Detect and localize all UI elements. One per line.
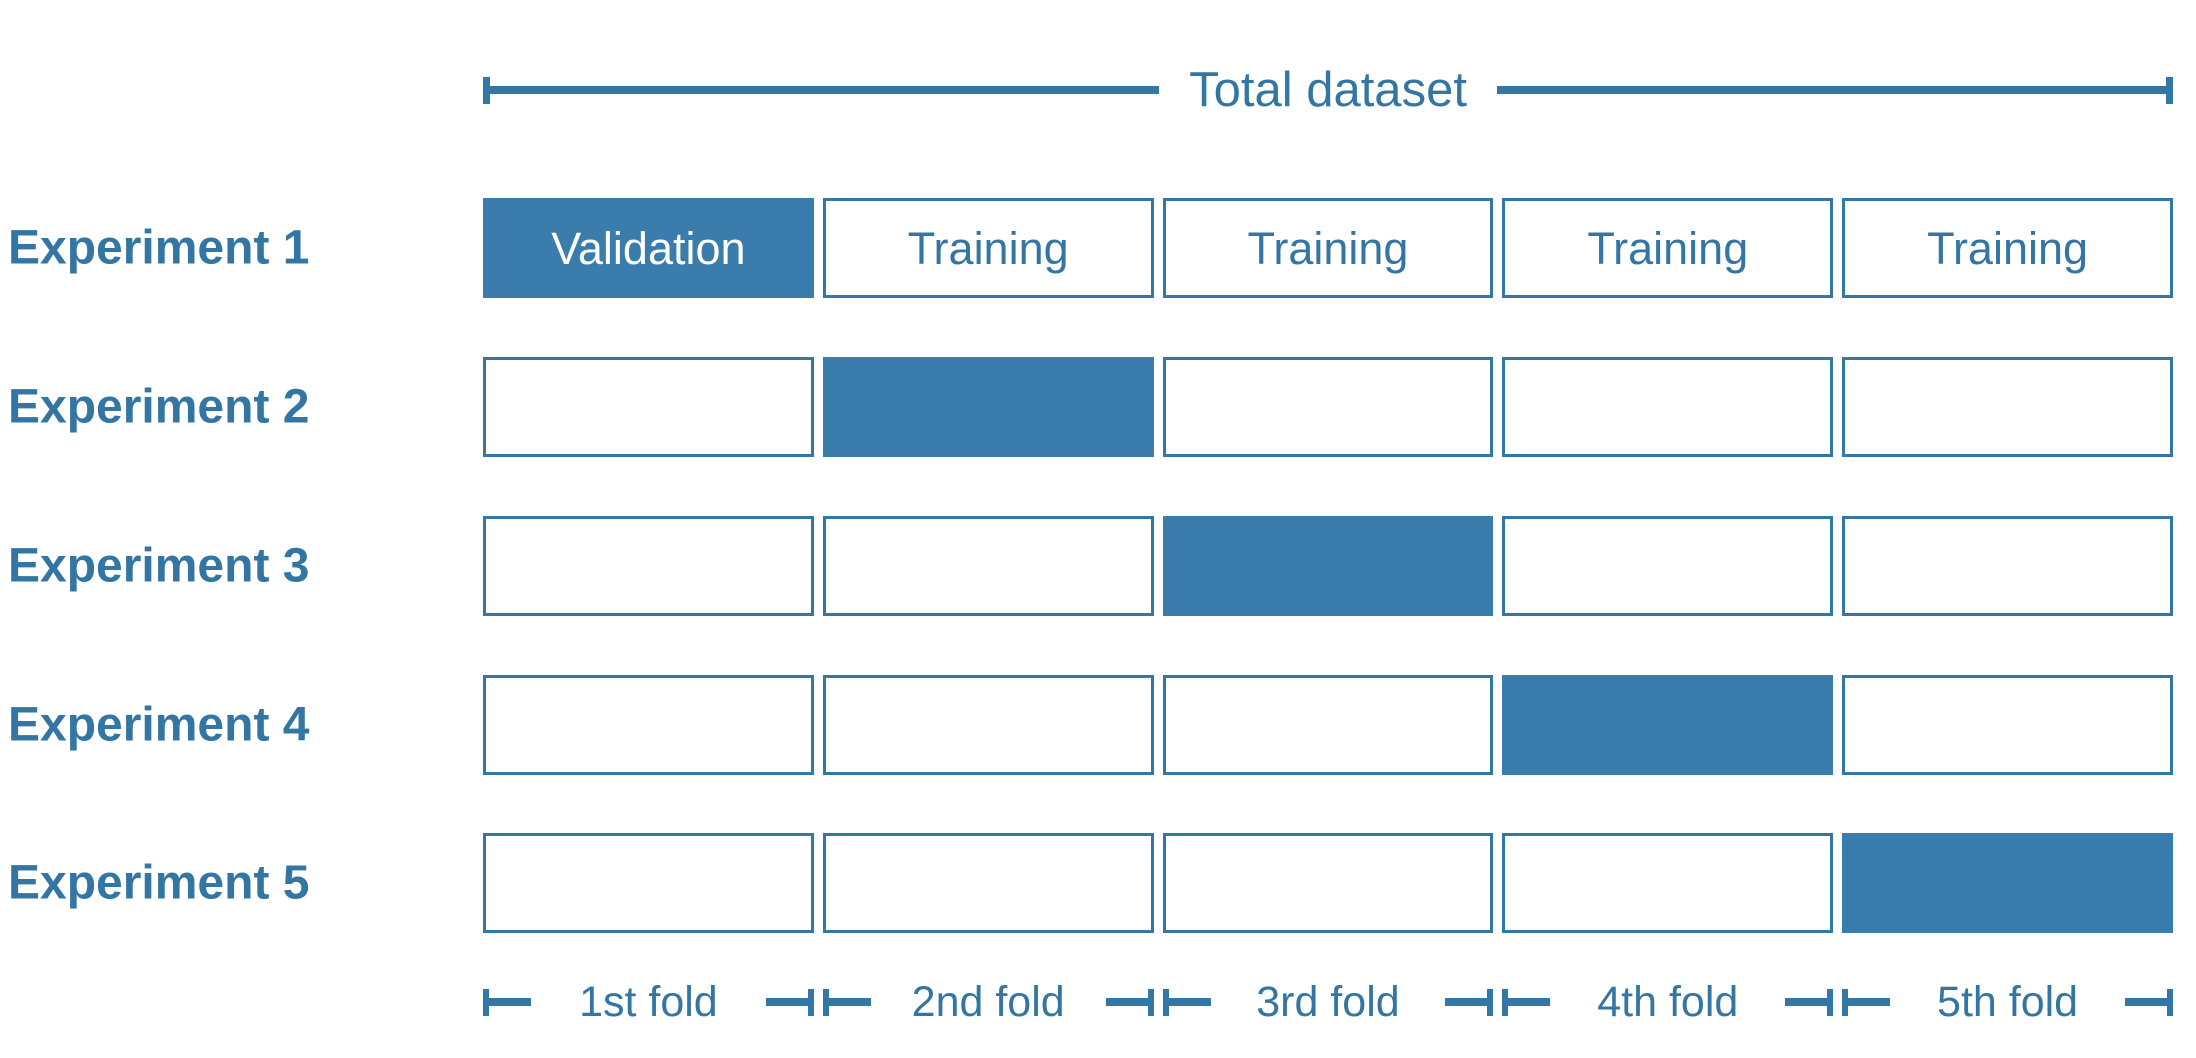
cell-exp1-fold5: Training [1842,198,2173,298]
fold-marker-2: 2nd fold [822,966,1154,1038]
cell-exp2-fold3 [1162,357,1494,457]
fold-left-tick [1848,998,1891,1006]
cell-exp5-fold1 [483,833,814,933]
experiment-3-cells [483,516,2173,616]
experiment-1-cells: Validation Training Training Training Tr… [483,198,2173,298]
cell-exp1-fold4: Training [1502,198,1834,298]
cell-label: Training [907,222,1069,274]
bracket-left-line [490,86,1160,94]
fold-left-tick [828,998,871,1006]
cell-exp1-fold3: Training [1162,198,1494,298]
experiment-row-3: Experiment 3 [0,516,2196,616]
fold-right-cap [1827,988,1834,1016]
fold-right-tick [765,998,808,1006]
cell-label: Validation [551,222,746,274]
cell-exp1-fold1: Validation [483,198,814,298]
fold-left-tick [1168,998,1211,1006]
bracket-right-line [1496,86,2167,94]
cell-exp2-fold2 [822,357,1154,457]
cell-exp5-fold5 [1842,833,2173,933]
cell-exp2-fold1 [483,357,814,457]
cell-exp4-fold1 [483,675,814,775]
cell-exp2-fold4 [1502,357,1834,457]
fold-left-cap [1842,988,1849,1016]
experiment-row-5: Experiment 5 [0,833,2196,933]
experiment-row-2: Experiment 2 [0,357,2196,457]
cell-label: Training [1927,222,2089,274]
fold-marker-4: 4th fold [1502,966,1834,1038]
cell-label: Training [1247,222,1409,274]
fold-1-label: 1st fold [579,977,718,1026]
cell-exp3-fold3 [1162,516,1494,616]
cell-exp4-fold4 [1502,675,1834,775]
fold-marker-3: 3rd fold [1162,966,1494,1038]
fold-right-cap [2166,988,2173,1016]
cell-exp1-fold2: Training [822,198,1154,298]
experiment-2-label: Experiment 2 [8,380,310,434]
fold-left-tick [1508,998,1551,1006]
fold-markers: 1st fold 2nd fold 3rd fold 4th fold 5th … [483,966,2173,1038]
experiment-5-cells [483,833,2173,933]
experiment-2-cells [483,357,2173,457]
fold-right-tick [1445,998,1488,1006]
cell-label: Training [1587,222,1749,274]
fold-left-cap [1502,988,1509,1016]
fold-4-label: 4th fold [1597,977,1739,1026]
cell-exp4-fold5 [1842,675,2173,775]
cell-exp3-fold1 [483,516,814,616]
total-dataset-bracket: Total dataset [483,62,2174,118]
total-dataset-label: Total dataset [1189,62,1467,117]
cell-exp3-fold4 [1502,516,1834,616]
experiment-4-cells [483,675,2173,775]
cell-exp3-fold2 [822,516,1154,616]
fold-5-label: 5th fold [1937,977,2079,1026]
cell-exp3-fold5 [1842,516,2173,616]
fold-right-cap [807,988,814,1016]
fold-left-cap [1162,988,1169,1016]
fold-right-cap [1487,988,1494,1016]
experiment-row-1: Experiment 1 Validation Training Trainin… [0,198,2196,298]
fold-right-tick [1785,998,1828,1006]
experiment-4-label: Experiment 4 [8,698,310,752]
fold-left-cap [822,988,829,1016]
cell-exp4-fold3 [1162,675,1494,775]
fold-left-cap [483,988,489,1016]
fold-right-cap [1147,988,1154,1016]
cell-exp5-fold4 [1502,833,1834,933]
fold-2-label: 2nd fold [911,977,1065,1026]
fold-marker-5: 5th fold [1842,966,2173,1038]
fold-right-tick [1105,998,1148,1006]
experiment-3-label: Experiment 3 [8,539,310,593]
cell-exp4-fold2 [822,675,1154,775]
cell-exp5-fold2 [822,833,1154,933]
experiment-5-label: Experiment 5 [8,856,310,910]
fold-right-tick [2124,998,2167,1006]
fold-left-tick [489,998,531,1006]
bracket-right-cap [2166,76,2174,104]
cell-exp2-fold5 [1842,357,2173,457]
bracket-left-cap [483,76,490,104]
fold-marker-1: 1st fold [483,966,814,1038]
fold-3-label: 3rd fold [1256,977,1400,1026]
cell-exp5-fold3 [1162,833,1494,933]
experiment-1-label: Experiment 1 [8,221,310,275]
experiment-row-4: Experiment 4 [0,675,2196,775]
